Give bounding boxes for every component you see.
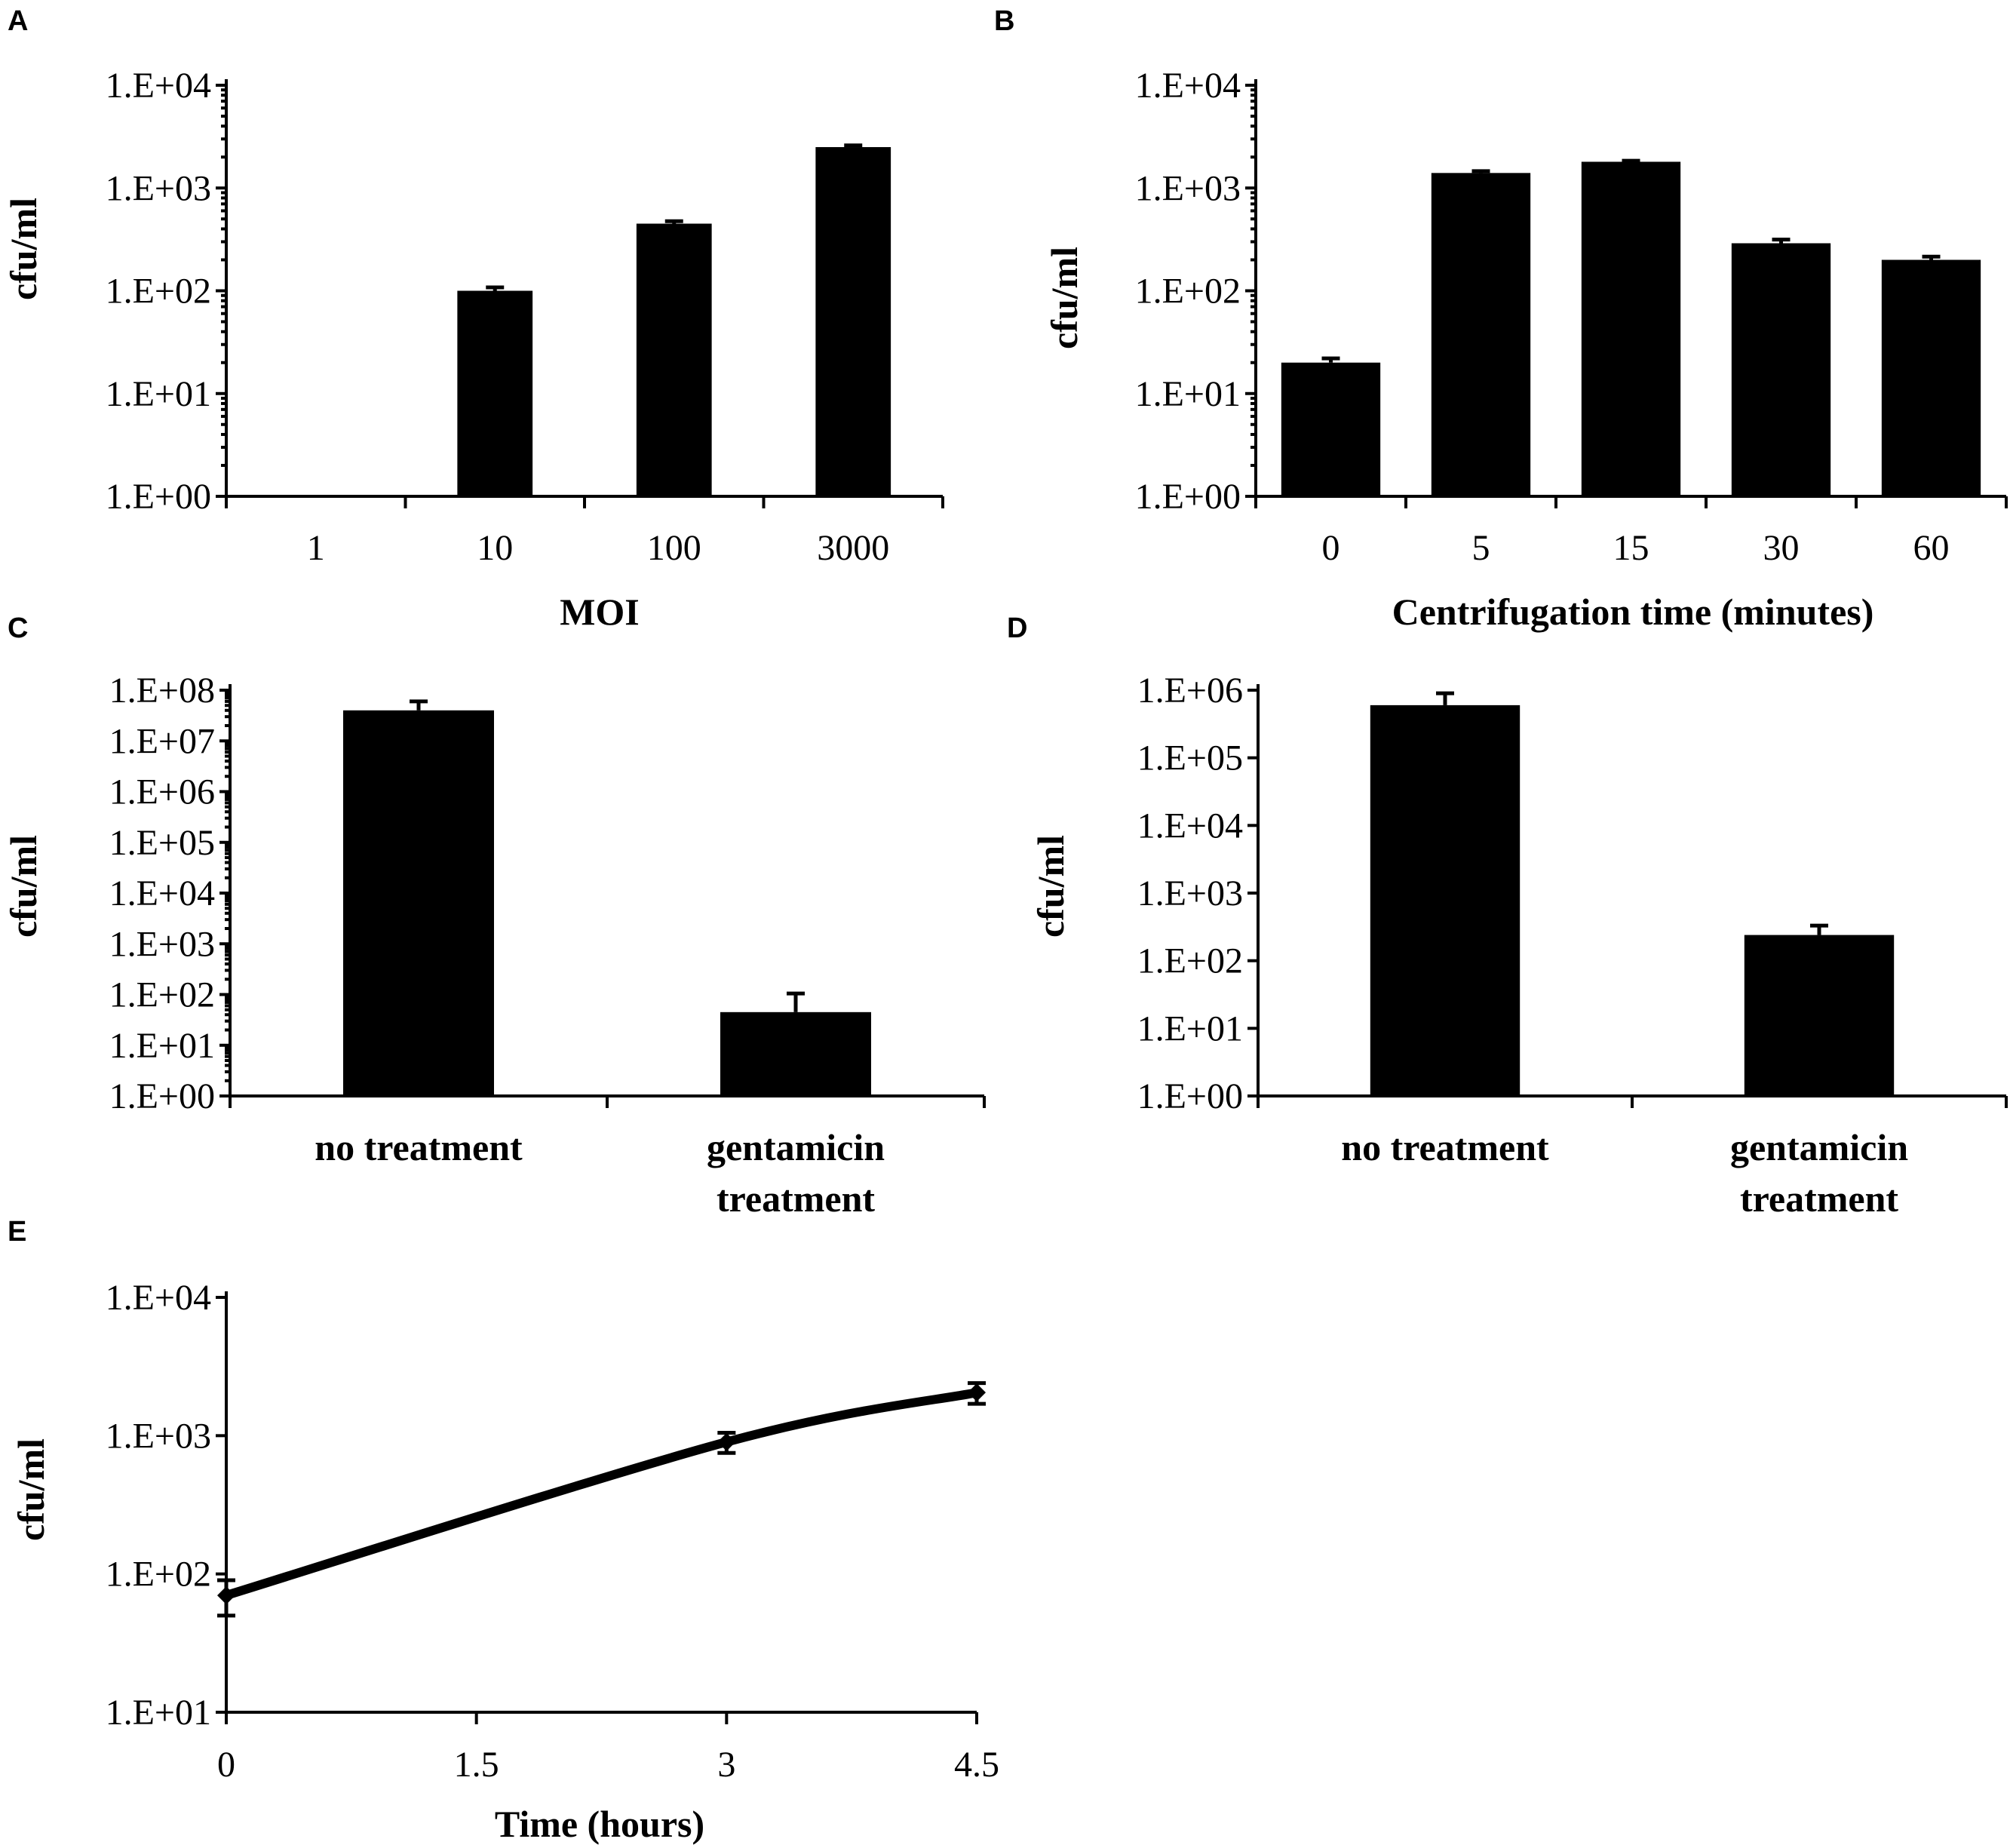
- y-tick-label: 1.E+04: [109, 873, 215, 913]
- panel-letter-a: A: [8, 5, 28, 37]
- y-tick-label: 1.E+02: [109, 975, 215, 1015]
- panel-c-chart: C cfu/ml 1.E+00 1.E+01 1.E+02 1.E+03 1.E+04 1…: [2, 612, 986, 1220]
- bar: [1744, 935, 1895, 1096]
- x-tick-label: 1.5: [454, 1745, 499, 1785]
- y-tick-label: 1.E+00: [109, 1076, 215, 1116]
- x-category-label: 3000: [817, 528, 889, 568]
- bar: [1431, 173, 1531, 496]
- bar: [343, 710, 494, 1096]
- y-axis-title: cfu/ml: [2, 198, 44, 300]
- x-category-label: 60: [1913, 528, 1950, 568]
- y-tick-label: 1.E+02: [106, 1555, 211, 1595]
- y-tick-label: 1.E+06: [109, 772, 215, 812]
- bar: [1581, 161, 1681, 496]
- y-tick-label: 1.E+01: [106, 1693, 211, 1733]
- y-tick-label: 1.E+01: [106, 374, 211, 414]
- panel-a-chart: A cfu/ml MOI 1.E+00 1.E+01 1.E+02 1.E+03 1.E…: [2, 5, 944, 633]
- y-axis-title: cfu/ml: [10, 1438, 52, 1541]
- bar: [1370, 705, 1521, 1096]
- y-tick-label: 1.E+03: [109, 924, 215, 964]
- panel-letter-b: B: [994, 5, 1014, 37]
- y-tick-label: 1.E+04: [106, 66, 211, 106]
- y-tick-label: 1.E+00: [1137, 1076, 1243, 1116]
- x-category-label: 30: [1763, 528, 1800, 568]
- y-tick-label: 1.E+04: [1135, 66, 1241, 106]
- y-tick-label: 1.E+05: [109, 823, 215, 863]
- y-tick-label: 1.E+02: [106, 272, 211, 312]
- x-axis-title: MOI: [560, 591, 640, 633]
- y-tick-label: 1.E+03: [1135, 168, 1241, 208]
- x-category-label: 10: [477, 528, 513, 568]
- y-tick-label: 1.E+03: [106, 1416, 211, 1456]
- y-tick-label: 1.E+01: [1137, 1008, 1243, 1048]
- panel-letter-d: D: [1007, 612, 1027, 644]
- y-tick-label: 1.E+03: [1137, 873, 1243, 913]
- y-tick-label: 1.E+00: [106, 477, 211, 517]
- y-axis-title: cfu/ml: [2, 835, 44, 938]
- x-category-label: treatment: [717, 1177, 875, 1220]
- x-axis-title: Centrifugation time (minutes): [1392, 591, 1874, 633]
- series-line: [222, 1388, 981, 1601]
- data-point-marker: [968, 1383, 986, 1402]
- y-tick-label: 1.E+02: [1135, 272, 1241, 312]
- x-category-label: 1: [307, 528, 325, 568]
- x-tick-label: 0: [217, 1745, 235, 1785]
- y-tick-label: 1.E+04: [106, 1278, 211, 1318]
- y-tick-label: 1.E+02: [1137, 941, 1243, 981]
- bar: [636, 223, 712, 496]
- x-axis-title: Time (hours): [495, 1803, 704, 1845]
- x-category-label: 100: [647, 528, 701, 568]
- bar: [1731, 243, 1831, 496]
- y-tick-label: 1.E+01: [109, 1026, 215, 1066]
- x-category-label: 0: [1322, 528, 1340, 568]
- x-category-label: gentamicin: [1730, 1126, 1908, 1168]
- bar: [457, 290, 533, 496]
- bar: [720, 1011, 871, 1096]
- y-tick-label: 1.E+06: [1137, 671, 1243, 711]
- x-category-label: gentamicin: [707, 1126, 885, 1168]
- y-tick-label: 1.E+03: [106, 168, 211, 208]
- bar: [1881, 259, 1981, 496]
- bar: [815, 147, 891, 496]
- y-tick-label: 1.E+05: [1137, 738, 1243, 778]
- x-category-label: no treatment: [315, 1126, 523, 1168]
- panel-b-chart: B cfu/ml Centrifugation time (minutes) 1…: [994, 5, 2008, 633]
- x-category-label: 5: [1472, 528, 1490, 568]
- y-tick-label: 1.E+04: [1137, 806, 1243, 846]
- x-tick-label: 4.5: [954, 1745, 999, 1785]
- data-point-marker: [717, 1432, 736, 1451]
- y-axis-title: cfu/ml: [1030, 835, 1072, 938]
- y-axis-title: cfu/ml: [1043, 247, 1085, 349]
- y-tick-label: 1.E+08: [109, 671, 215, 711]
- data-point-marker: [217, 1586, 235, 1605]
- x-category-label: treatment: [1740, 1177, 1898, 1220]
- x-tick-label: 3: [717, 1745, 735, 1785]
- x-category-label: 15: [1613, 528, 1649, 568]
- y-tick-label: 1.E+00: [1135, 477, 1241, 517]
- x-category-label: no treatment: [1341, 1126, 1549, 1168]
- panel-d-chart: D cfu/ml 1.E+00 1.E+01 1.E+02 1.E+03 1.E+04 1…: [1007, 612, 2008, 1220]
- bar: [1281, 362, 1381, 496]
- panel-letter-c: C: [8, 612, 28, 644]
- panel-letter-e: E: [8, 1216, 26, 1248]
- y-tick-label: 1.E+01: [1135, 374, 1241, 414]
- y-tick-label: 1.E+07: [109, 721, 215, 761]
- panel-e-chart: E cfu/ml Time (hours) 1.E+01 1.E+02 1.E+03…: [8, 1216, 999, 1845]
